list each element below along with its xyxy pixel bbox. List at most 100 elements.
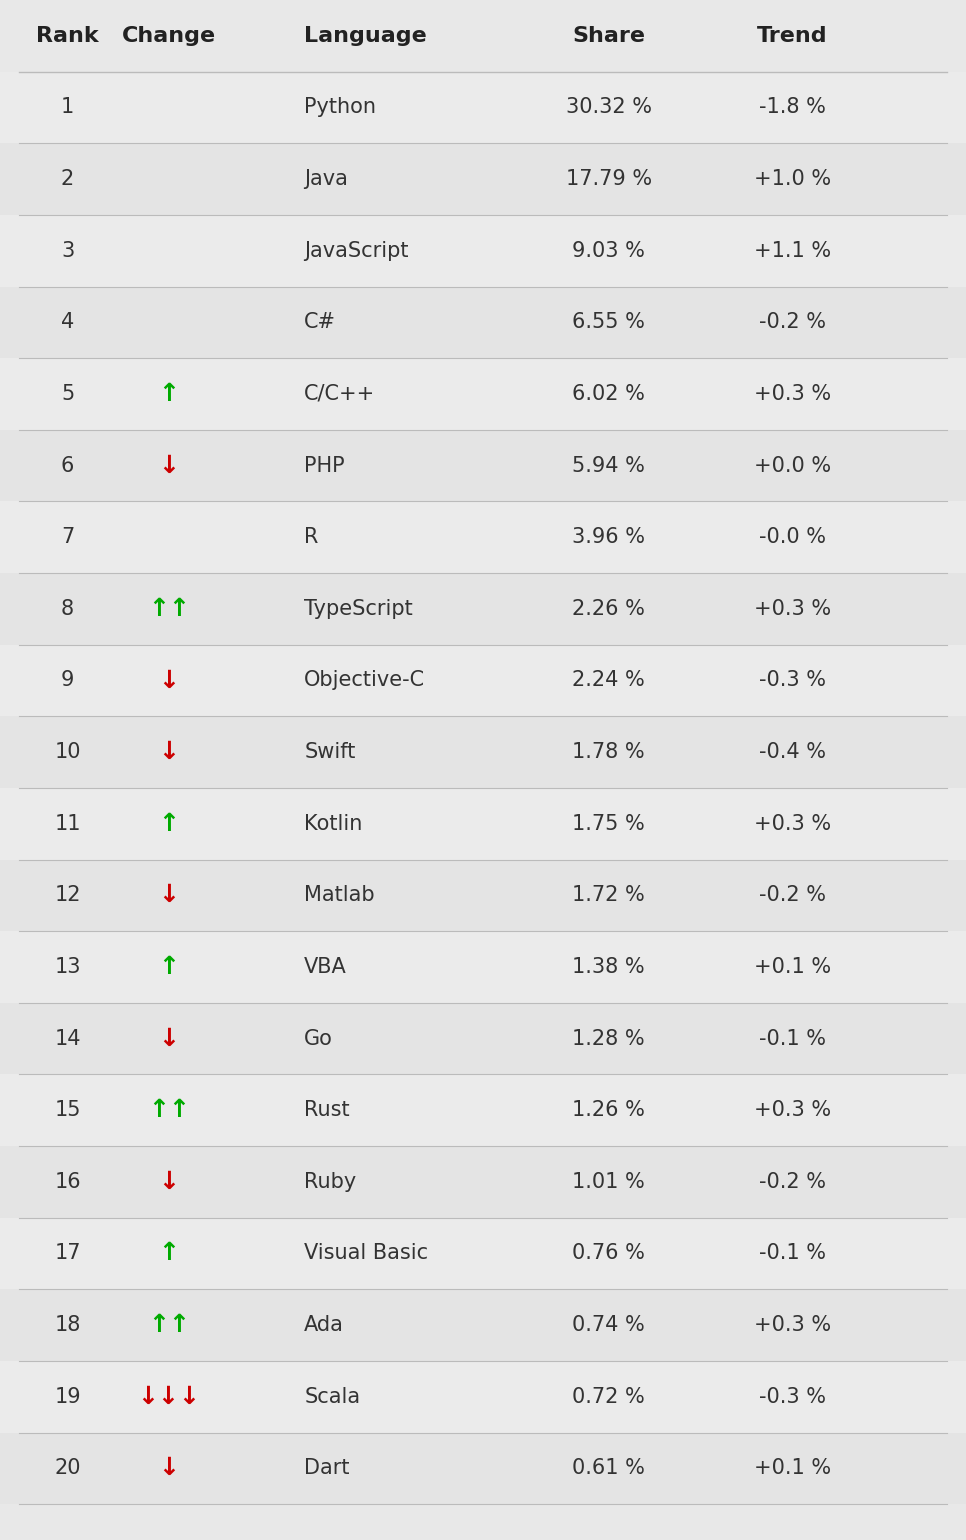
- Text: -0.2 %: -0.2 %: [758, 885, 826, 906]
- Bar: [0, 359, 966, 430]
- Text: 0.74 %: 0.74 %: [572, 1315, 645, 1335]
- Text: ↑: ↑: [158, 812, 180, 836]
- Text: ↑: ↑: [158, 955, 180, 979]
- Text: 1.38 %: 1.38 %: [572, 956, 645, 976]
- Bar: [0, 1289, 966, 1361]
- Text: 3.96 %: 3.96 %: [572, 527, 645, 547]
- Text: 1.01 %: 1.01 %: [572, 1172, 645, 1192]
- Text: ↑: ↑: [158, 1241, 180, 1266]
- Text: 9.03 %: 9.03 %: [572, 240, 645, 260]
- Text: +1.1 %: +1.1 %: [753, 240, 831, 260]
- Text: +0.3 %: +0.3 %: [753, 1100, 831, 1120]
- Text: +0.1 %: +0.1 %: [753, 956, 831, 976]
- Text: ↓: ↓: [158, 668, 180, 693]
- Text: ↓: ↓: [158, 1027, 180, 1050]
- Text: 0.72 %: 0.72 %: [572, 1386, 645, 1406]
- Text: PHP: PHP: [304, 456, 345, 476]
- Bar: [0, 286, 966, 359]
- Text: -0.1 %: -0.1 %: [758, 1029, 826, 1049]
- Text: ↑: ↑: [158, 382, 180, 407]
- Text: 5.94 %: 5.94 %: [572, 456, 645, 476]
- Text: ↓: ↓: [158, 1170, 180, 1194]
- Bar: [0, 72, 966, 143]
- Text: 2.26 %: 2.26 %: [572, 599, 645, 619]
- Text: +0.3 %: +0.3 %: [753, 383, 831, 403]
- Text: ↓↓↓: ↓↓↓: [137, 1384, 201, 1409]
- Text: +1.0 %: +1.0 %: [753, 169, 831, 189]
- Text: Python: Python: [304, 97, 377, 117]
- Text: 19: 19: [54, 1386, 81, 1406]
- Text: +0.0 %: +0.0 %: [753, 456, 831, 476]
- Text: 12: 12: [54, 885, 81, 906]
- Text: 10: 10: [54, 742, 81, 762]
- Text: 1: 1: [61, 97, 74, 117]
- Bar: [0, 1003, 966, 1075]
- Text: ↓: ↓: [158, 1457, 180, 1480]
- Text: Matlab: Matlab: [304, 885, 375, 906]
- Text: 6: 6: [61, 456, 74, 476]
- Text: Scala: Scala: [304, 1386, 360, 1406]
- Text: -0.2 %: -0.2 %: [758, 1172, 826, 1192]
- Text: -0.3 %: -0.3 %: [758, 670, 826, 690]
- Text: +0.3 %: +0.3 %: [753, 1315, 831, 1335]
- Text: Share: Share: [572, 26, 645, 46]
- Text: Ruby: Ruby: [304, 1172, 356, 1192]
- Text: TypeScript: TypeScript: [304, 599, 413, 619]
- Bar: [0, 573, 966, 645]
- Text: 3: 3: [61, 240, 74, 260]
- Bar: [0, 788, 966, 859]
- Bar: [0, 0, 966, 72]
- Text: 7: 7: [61, 527, 74, 547]
- Text: C/C++: C/C++: [304, 383, 376, 403]
- Text: 13: 13: [54, 956, 81, 976]
- Text: 18: 18: [54, 1315, 81, 1335]
- Text: 1.28 %: 1.28 %: [572, 1029, 645, 1049]
- Text: Visual Basic: Visual Basic: [304, 1243, 428, 1263]
- Text: 1.78 %: 1.78 %: [572, 742, 645, 762]
- Text: JavaScript: JavaScript: [304, 240, 409, 260]
- Bar: [0, 1218, 966, 1289]
- Bar: [0, 216, 966, 286]
- Bar: [0, 932, 966, 1003]
- Text: Objective-C: Objective-C: [304, 670, 425, 690]
- Text: 8: 8: [61, 599, 74, 619]
- Text: 6.55 %: 6.55 %: [572, 313, 645, 333]
- Text: 6.02 %: 6.02 %: [572, 383, 645, 403]
- Text: ↑↑: ↑↑: [148, 598, 190, 621]
- Text: Dart: Dart: [304, 1458, 350, 1478]
- Text: Ada: Ada: [304, 1315, 344, 1335]
- Bar: [0, 430, 966, 502]
- Text: Language: Language: [304, 26, 427, 46]
- Text: 1.75 %: 1.75 %: [572, 813, 645, 833]
- Text: 0.76 %: 0.76 %: [572, 1243, 645, 1263]
- Bar: [0, 859, 966, 932]
- Bar: [0, 645, 966, 716]
- Bar: [0, 1075, 966, 1146]
- Text: Kotlin: Kotlin: [304, 813, 362, 833]
- Text: +0.1 %: +0.1 %: [753, 1458, 831, 1478]
- Bar: [0, 1146, 966, 1218]
- Text: -0.2 %: -0.2 %: [758, 313, 826, 333]
- Text: 15: 15: [54, 1100, 81, 1120]
- Text: -0.1 %: -0.1 %: [758, 1243, 826, 1263]
- Text: Trend: Trend: [756, 26, 828, 46]
- Text: -1.8 %: -1.8 %: [758, 97, 826, 117]
- Text: C#: C#: [304, 313, 336, 333]
- Text: Java: Java: [304, 169, 348, 189]
- Text: Rust: Rust: [304, 1100, 350, 1120]
- Text: 14: 14: [54, 1029, 81, 1049]
- Text: 9: 9: [61, 670, 74, 690]
- Text: -0.4 %: -0.4 %: [758, 742, 826, 762]
- Text: +0.3 %: +0.3 %: [753, 813, 831, 833]
- Text: Go: Go: [304, 1029, 333, 1049]
- Text: Swift: Swift: [304, 742, 355, 762]
- Text: 17.79 %: 17.79 %: [565, 169, 652, 189]
- Text: R: R: [304, 527, 319, 547]
- Text: -0.0 %: -0.0 %: [758, 527, 826, 547]
- Text: 2: 2: [61, 169, 74, 189]
- Text: 4: 4: [61, 313, 74, 333]
- Text: -0.3 %: -0.3 %: [758, 1386, 826, 1406]
- Text: Rank: Rank: [37, 26, 99, 46]
- Text: ↓: ↓: [158, 741, 180, 764]
- Text: ↓: ↓: [158, 454, 180, 477]
